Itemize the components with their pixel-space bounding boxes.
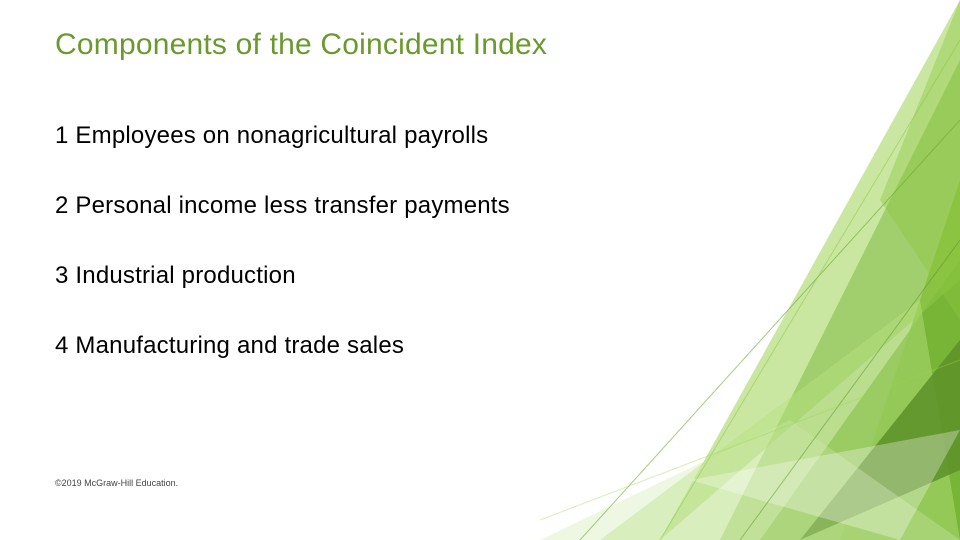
copyright-footer: ©2019 McGraw-Hill Education. <box>55 478 178 488</box>
list-item: 3 Industrial production <box>55 262 905 290</box>
item-list: 1 Employees on nonagricultural payrolls … <box>55 122 905 360</box>
list-item: 1 Employees on nonagricultural payrolls <box>55 122 905 150</box>
slide-title: Components of the Coincident Index <box>55 28 905 62</box>
list-item: 2 Personal income less transfer payments <box>55 192 905 220</box>
slide: Components of the Coincident Index 1 Emp… <box>0 0 960 540</box>
list-item: 4 Manufacturing and trade sales <box>55 332 905 360</box>
